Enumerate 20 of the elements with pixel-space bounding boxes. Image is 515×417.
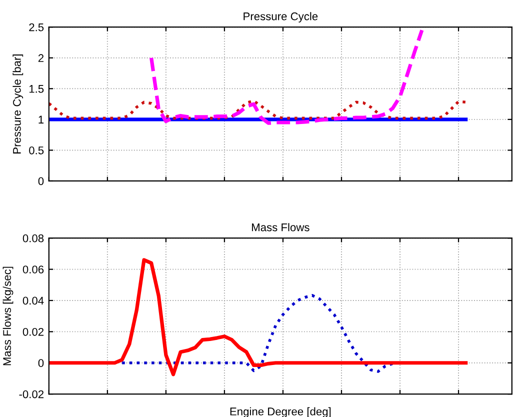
line-series [48,258,468,376]
y-axis-title: Pressure Cycle [bar] [12,54,24,154]
y-tick-label: 0.02 [22,328,44,336]
chart-title: Mass Flows [252,223,310,232]
y-tick-label: 2.5 [29,23,44,32]
y-tick-label: 0.5 [29,146,44,154]
line-series [150,28,424,125]
y-tick-label: 2 [38,54,44,62]
y-axis-title: Mass Flows [kg/sec] [2,266,14,366]
y-tick-label: -0.02 [19,390,44,398]
y-tick-label: 0.08 [22,234,44,242]
chart-title: Pressure Cycle [244,12,318,22]
y-tick-label: 1 [38,116,44,124]
y-tick-label: 0.04 [22,296,44,305]
line-series [48,100,468,120]
y-tick-label: 1.5 [29,85,44,93]
y-tick-label: 0 [38,359,44,368]
y-tick-label: 0 [38,177,44,186]
line-series [120,294,394,373]
y-tick-label: 0.06 [22,266,44,274]
